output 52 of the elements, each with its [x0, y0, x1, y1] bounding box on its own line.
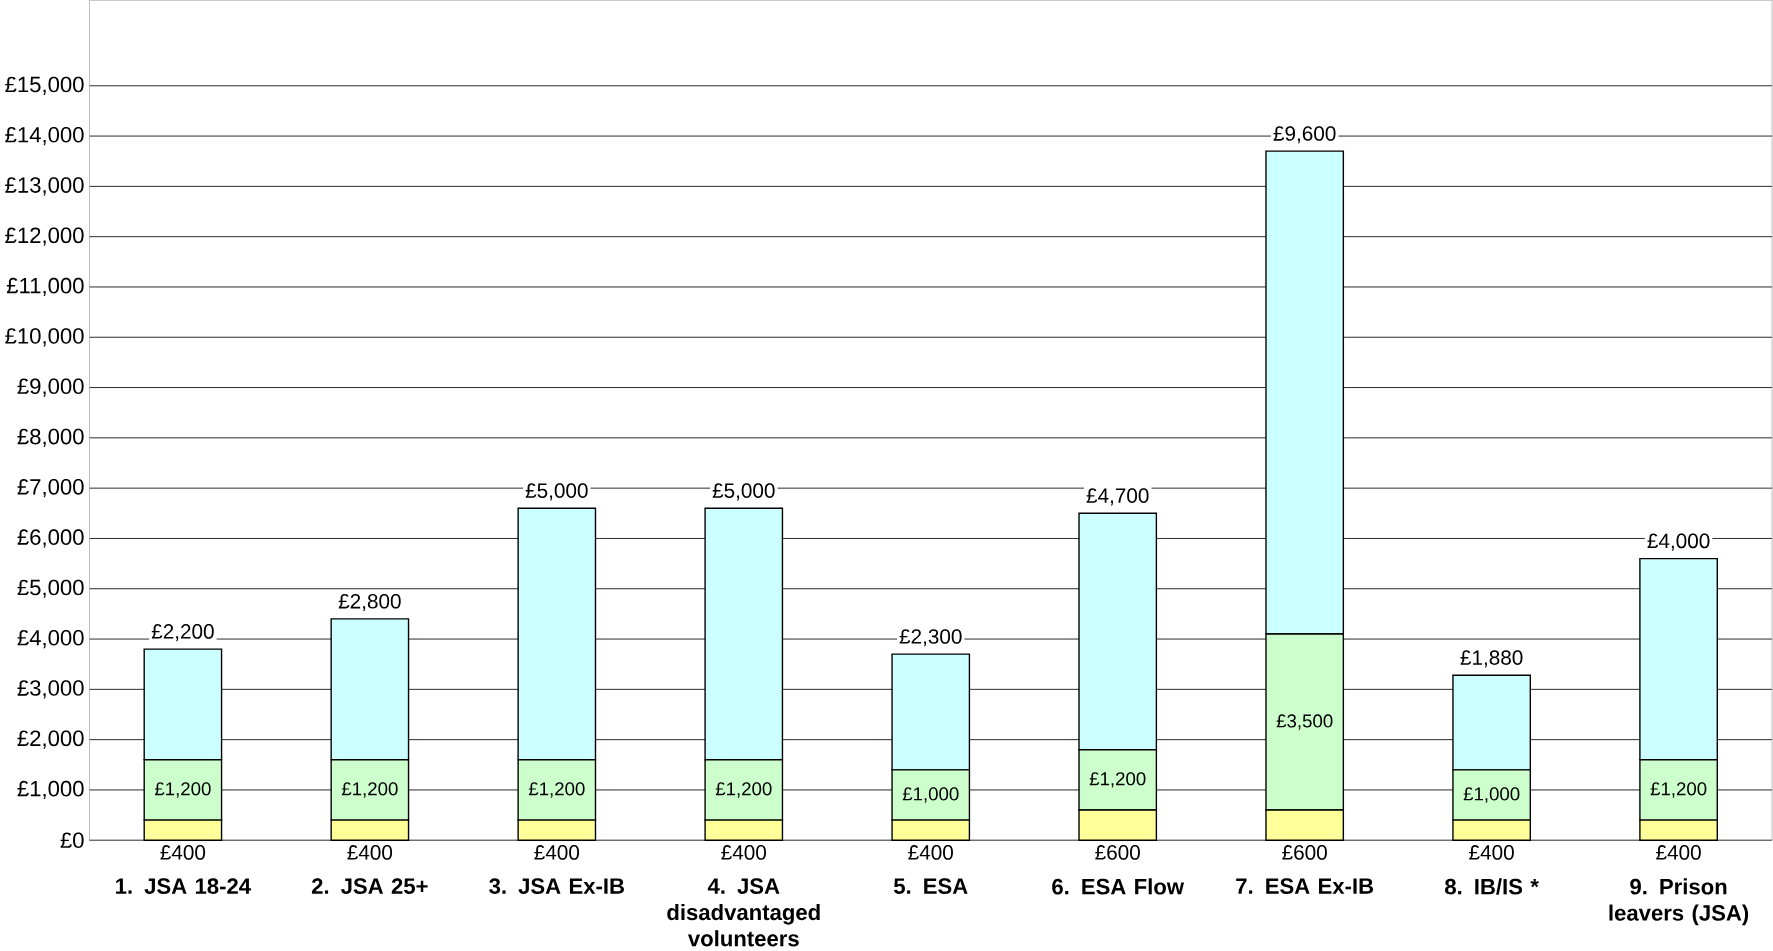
y-tick-label: £12,000 [5, 227, 84, 246]
x-tick-label: 9. Prison leavers (JSA) [1609, 878, 1749, 926]
data-label: £2,200 [151, 624, 214, 642]
data-label: £5,000 [525, 483, 588, 501]
data-label: £2,800 [338, 593, 401, 612]
y-tick-label: £1,000 [17, 780, 84, 800]
data-label: £5,000 [712, 483, 775, 501]
y-tick-label: £3,000 [17, 680, 84, 699]
y-tick-label: £2,000 [17, 730, 84, 749]
data-label: £1,200 [1650, 782, 1707, 798]
y-tick-label: £6,000 [17, 529, 84, 548]
data-label: £400 [721, 845, 766, 860]
data-label: £1,200 [715, 782, 772, 798]
data-label: £4,700 [1086, 488, 1149, 506]
data-label: £2,300 [899, 629, 962, 647]
x-tick-label: 2. JSA 25+ [311, 878, 428, 894]
x-tick-label: 1. JSA 18-24 [116, 878, 251, 894]
data-label: £400 [347, 845, 393, 860]
y-tick-label: £9,000 [17, 378, 84, 397]
data-label: £3,500 [1276, 714, 1333, 730]
y-tick-label: £8,000 [17, 428, 84, 447]
data-label: £1,200 [341, 782, 398, 798]
x-tick-label: 6. ESA Flow [1052, 878, 1185, 895]
y-tick-label: £10,000 [5, 328, 84, 347]
data-label: £4,000 [1647, 533, 1710, 551]
x-tick-label: 3. JSA Ex-IB [489, 878, 624, 894]
y-tick-label: £0 [60, 832, 84, 849]
y-tick-label: £11,000 [6, 277, 84, 297]
y-tick-label: £15,000 [5, 76, 84, 95]
data-label: £400 [1656, 845, 1701, 860]
data-label: £1,000 [1463, 787, 1520, 803]
y-tick-label: £13,000 [5, 177, 84, 196]
data-label: £400 [908, 845, 953, 860]
data-label: £9,600 [1273, 126, 1336, 144]
data-label: £400 [534, 845, 580, 860]
x-tick-label: 7. ESA Ex-IB [1236, 878, 1374, 894]
data-label: £400 [160, 845, 206, 860]
x-tick-label: 5. ESA [893, 878, 968, 894]
data-label: £1,000 [902, 787, 959, 803]
x-tick-label: 4. JSA disadvantaged volunteers [667, 878, 820, 947]
data-label: £1,200 [1089, 772, 1146, 788]
y-tick-label: £5,000 [17, 579, 84, 598]
data-label: £400 [1469, 845, 1514, 860]
data-label: £1,880 [1460, 650, 1523, 668]
data-label: £1,200 [528, 782, 585, 798]
data-label: £600 [1095, 845, 1140, 860]
data-label: £1,200 [154, 782, 211, 798]
data-label: £600 [1282, 845, 1327, 860]
y-tick-label: £7,000 [17, 479, 84, 498]
y-tick-label: £4,000 [17, 629, 84, 649]
y-tick-label: £14,000 [5, 126, 84, 146]
x-tick-label: 8. IB/IS * [1445, 878, 1539, 895]
